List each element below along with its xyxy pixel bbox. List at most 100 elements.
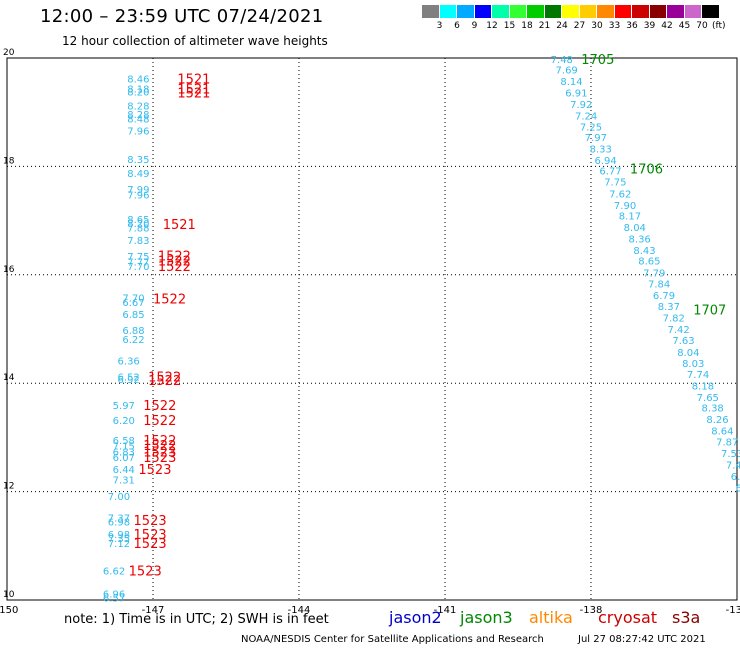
legend-entry: jason2 xyxy=(389,608,442,627)
pass-time-label: 1522 xyxy=(143,414,176,429)
colorbar-unit: (ft) xyxy=(712,21,726,31)
wave-height-label: 7.77 xyxy=(127,257,149,268)
wave-height-label: 6.62 xyxy=(103,567,125,578)
colorbar-label: 70 xyxy=(696,21,708,31)
wave-height-label: 8.36 xyxy=(629,234,651,245)
pass-time-label: 1522 xyxy=(158,255,191,270)
wave-height-label: 7.48 xyxy=(551,55,573,66)
wave-height-label: 8.37 xyxy=(658,302,680,313)
wave-height-label: 6.57 xyxy=(103,593,125,604)
wave-height-label: 6.07 xyxy=(113,453,135,464)
wave-height-label: 6.85 xyxy=(122,310,144,321)
wave-height-label: 7.96 xyxy=(127,127,149,138)
wave-height-label: 6.93 xyxy=(731,472,740,483)
x-tick-label: -141 xyxy=(434,605,457,616)
wave-height-label: 8.20 xyxy=(127,88,149,99)
footnote: note: 1) Time is in UTC; 2) SWH is in fe… xyxy=(64,612,329,627)
wave-height-label: 8.17 xyxy=(619,212,641,223)
wave-height-label: 8.64 xyxy=(711,426,733,437)
wave-height-label: 7.97 xyxy=(585,133,607,144)
colorbar-swatch xyxy=(649,5,666,18)
wave-height-label: 8.46 xyxy=(127,75,149,86)
pass-time-label: 1523 xyxy=(129,565,162,580)
timestamp: Jul 27 08:27:42 UTC 2021 xyxy=(578,634,706,645)
colorbar-label: 36 xyxy=(626,21,638,31)
wave-height-label: 6.96 xyxy=(103,589,125,600)
wave-height-label: 7.35 xyxy=(108,534,130,545)
colorbar-label: 24 xyxy=(556,21,568,31)
pass-time-label: 1706 xyxy=(630,163,663,178)
x-tick-label: -138 xyxy=(580,605,603,616)
wave-height-label: 6.41 xyxy=(736,483,740,494)
wave-height-label: 7.70 xyxy=(127,262,149,273)
y-tick-label: 10 xyxy=(3,590,15,600)
legend-entry: altika xyxy=(529,608,573,627)
wave-height-label: 6.88 xyxy=(122,326,144,337)
colorbar-swatch xyxy=(562,5,579,18)
wave-height-label: 7.25 xyxy=(580,122,602,133)
y-tick-label: 16 xyxy=(3,265,15,275)
wave-height-label: 6.36 xyxy=(118,356,140,367)
pass-time-label: 1523 xyxy=(134,514,167,529)
colorbar-label: 30 xyxy=(591,21,603,31)
wave-height-label: 7.31 xyxy=(113,476,135,487)
wave-height-label: 7.82 xyxy=(663,314,685,325)
wave-height-label: 7.84 xyxy=(648,279,670,290)
colorbar-swatch xyxy=(597,5,614,18)
colorbar-swatch xyxy=(439,5,456,18)
wave-height-label: 8.48 xyxy=(127,115,149,126)
wave-height-label: 7.37 xyxy=(108,514,130,525)
legend-entry: cryosat xyxy=(598,608,658,627)
wave-height-label: 7.96 xyxy=(127,191,149,202)
y-tick-label: 14 xyxy=(3,373,15,383)
wave-height-label: 6.44 xyxy=(113,465,135,476)
wave-height-label: 8.33 xyxy=(590,145,612,156)
wave-height-label: 8.04 xyxy=(624,223,646,234)
colorbar-swatch xyxy=(667,5,684,18)
wave-height-label: 7.12 xyxy=(108,539,130,550)
wave-height-label: 8.14 xyxy=(560,77,582,88)
wave-height-label: 7.79 xyxy=(643,269,665,280)
wave-height-label: 6.91 xyxy=(565,89,587,100)
colorbar-label: 18 xyxy=(521,21,533,31)
colorbar-label: 27 xyxy=(573,21,586,31)
wave-height-label: 7.63 xyxy=(672,336,694,347)
wave-height-label: 7.62 xyxy=(609,190,631,201)
wave-height-label: 7.53 xyxy=(721,449,740,460)
pass-time-label: 1522 xyxy=(158,260,191,275)
wave-height-label: 7.88 xyxy=(127,224,149,235)
wave-height-label: 8.20 xyxy=(127,219,149,230)
wave-height-label: 7.00 xyxy=(108,492,130,503)
wave-height-label: 7.75 xyxy=(604,178,626,189)
colorbar-swatch xyxy=(422,5,439,18)
colorbar-label: 42 xyxy=(661,21,673,31)
pass-time-label: 1523 xyxy=(134,537,167,552)
wave-height-label: 6.98 xyxy=(108,517,130,528)
wave-height-label: 7.15 xyxy=(113,442,135,453)
y-tick-label: 20 xyxy=(3,48,15,58)
wave-height-label: 6.52 xyxy=(118,373,140,384)
pass-time-label: 1521 xyxy=(177,87,210,102)
wave-height-label: 6.83 xyxy=(113,447,135,458)
colorbar-label: 9 xyxy=(471,21,478,31)
wave-height-label: 7.42 xyxy=(667,325,689,336)
colorbar-swatch xyxy=(509,5,526,18)
chart-title: 12:00 – 23:59 UTC 07/24/2021 xyxy=(40,6,324,27)
wave-height-label: 7.69 xyxy=(556,65,578,76)
colorbar-label: 39 xyxy=(643,21,656,31)
pass-time-label: 1522 xyxy=(148,374,181,389)
colorbar-label: 21 xyxy=(538,21,551,31)
wave-height-label: 6.79 xyxy=(653,291,675,302)
wave-height-label: 7.74 xyxy=(687,370,709,381)
x-tick-label: -147 xyxy=(142,605,165,616)
wave-height-label: 8.65 xyxy=(638,257,660,268)
colorbar-swatch xyxy=(614,5,631,18)
legend-entry: s3a xyxy=(672,608,701,627)
wave-height-label: 8.03 xyxy=(682,359,704,370)
pass-time-label: 1523 xyxy=(138,463,171,478)
pass-time-label: 1523 xyxy=(134,528,167,543)
colorbar-swatch xyxy=(492,5,509,18)
y-tick-label: 12 xyxy=(3,482,14,492)
wave-height-label: 5.97 xyxy=(113,401,135,412)
